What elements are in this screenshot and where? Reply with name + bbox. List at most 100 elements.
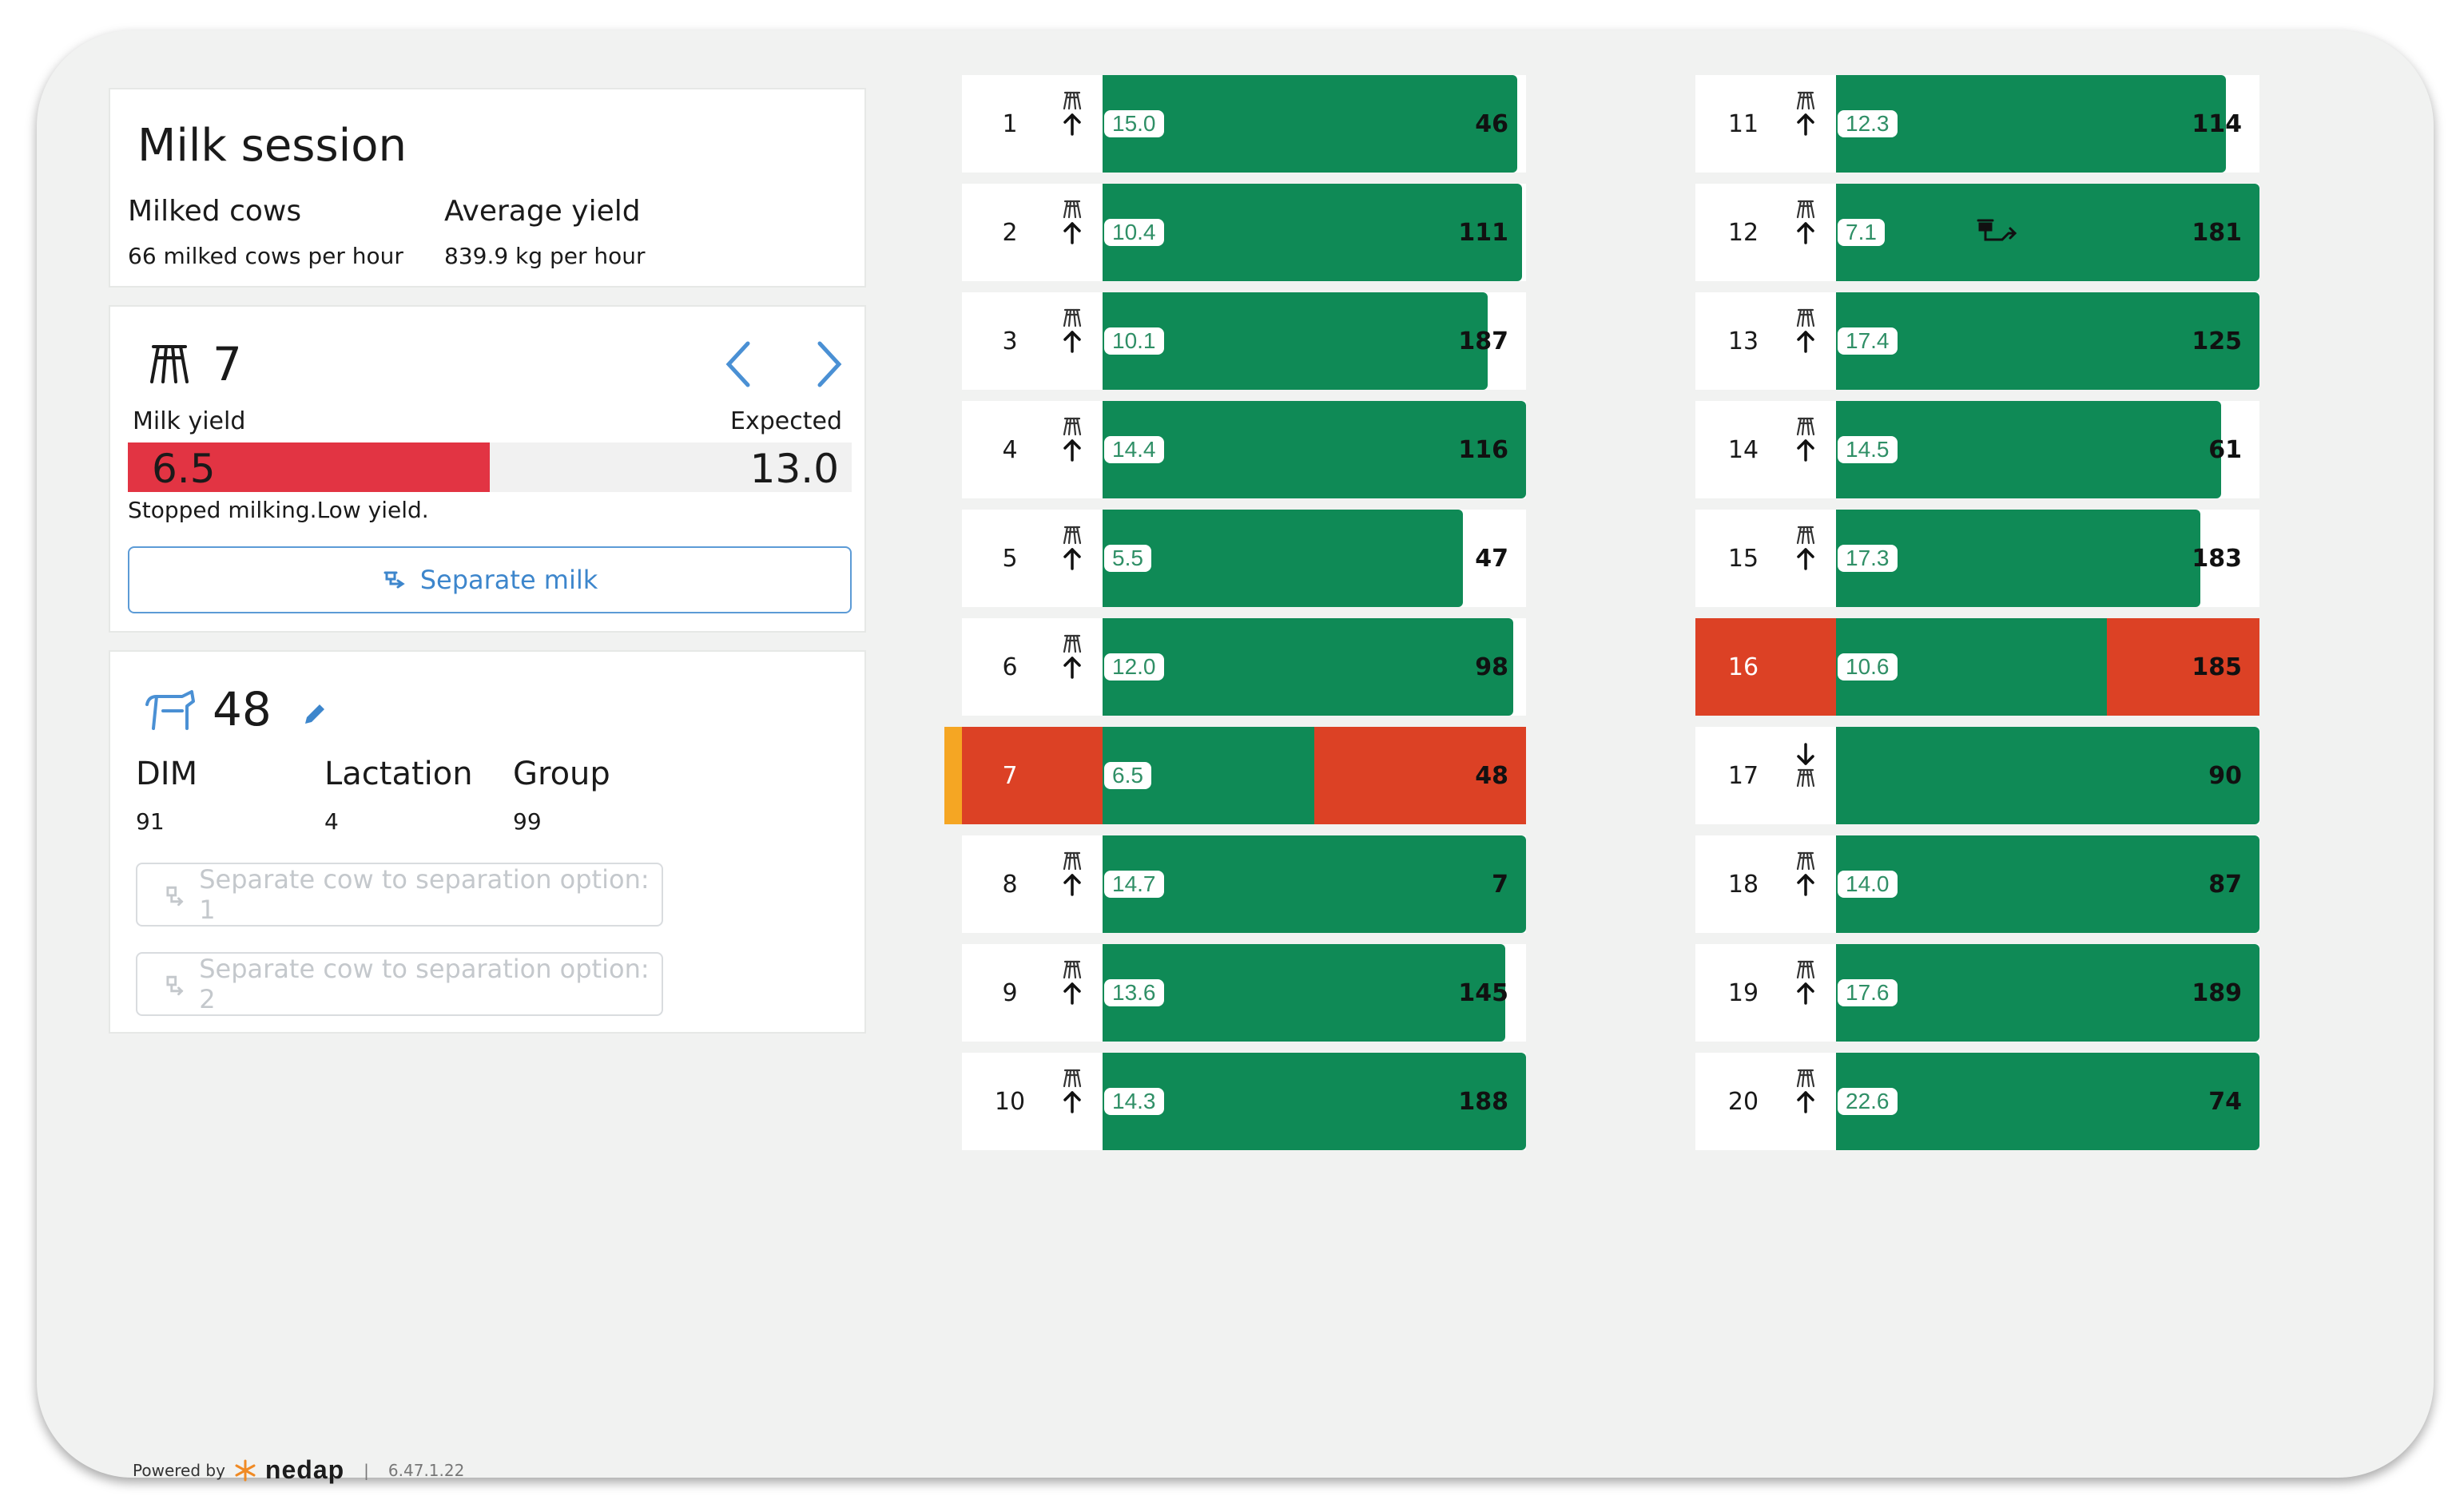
stall-yield-value: 7.1 <box>1838 219 1885 246</box>
stall-row[interactable]: 19 17.6 189 <box>1695 944 2259 1042</box>
stall-cow-number: 98 <box>1475 653 1508 681</box>
stall-row[interactable]: 12 7.1 181 <box>1695 184 2259 281</box>
stall-cow-number: 74 <box>2208 1088 2242 1116</box>
arrow-up-icon <box>1063 331 1081 353</box>
lactation-label: Lactation <box>324 756 473 792</box>
stall-number-box: 11 <box>1695 75 1836 173</box>
arrow-up-icon <box>1063 1091 1081 1113</box>
stall-row[interactable]: 8 14.7 7 <box>962 835 1526 933</box>
version-text: 6.47.1.22 <box>387 1460 465 1480</box>
stall-row[interactable]: 20 22.6 74 <box>1695 1053 2259 1150</box>
stall-number: 14 <box>1727 436 1759 464</box>
stall-row[interactable]: 5 5.5 47 <box>962 510 1526 607</box>
active-stall-marker <box>944 727 962 824</box>
stall-number: 7 <box>213 337 242 391</box>
stall-row[interactable]: 14 14.5 61 <box>1695 401 2259 498</box>
stall-yield-bar <box>1836 75 2226 173</box>
stall-yield-bar <box>1103 1053 1526 1150</box>
previous-stall-icon[interactable] <box>717 337 762 391</box>
milking-cluster-icon <box>1063 1069 1082 1088</box>
edit-pencil-icon[interactable] <box>300 700 329 728</box>
stall-number-box: 18 <box>1695 835 1836 933</box>
dim-label: DIM <box>136 756 198 792</box>
stall-number-box: 16 <box>1695 618 1836 716</box>
stall-number: 3 <box>1002 327 1018 355</box>
stall-cow-number: 183 <box>2192 545 2242 573</box>
stall-status-icons <box>1794 415 1830 486</box>
separate-milk-button[interactable]: Separate milk <box>128 546 852 613</box>
stall-number: 9 <box>1002 979 1018 1007</box>
stall-number: 4 <box>1002 436 1018 464</box>
stall-row[interactable]: 7 6.5 48 <box>944 727 1526 824</box>
stall-status-icons <box>1061 958 1096 1029</box>
stall-row[interactable]: 3 10.1 187 <box>962 292 1526 390</box>
stall-status-icons <box>1061 524 1096 594</box>
stall-row[interactable]: 11 12.3 114 <box>1695 75 2259 173</box>
stall-number: 11 <box>1727 110 1759 138</box>
stall-yield-value: 22.6 <box>1838 1088 1898 1115</box>
separate-milk-label: Separate milk <box>419 565 598 595</box>
stall-number-box: 14 <box>1695 401 1836 498</box>
arrow-up-icon <box>1797 222 1814 244</box>
stall-yield-bar <box>1103 944 1505 1042</box>
average-yield-value: 839.9 kg per hour <box>444 243 646 269</box>
stall-row[interactable]: 18 14.0 87 <box>1695 835 2259 933</box>
milking-cluster-icon <box>1796 308 1815 327</box>
stall-cow-number: 111 <box>1458 219 1508 247</box>
stall-yield-value: 14.0 <box>1838 871 1898 898</box>
stall-status-icons <box>1061 1067 1096 1137</box>
stall-number-box: 6 <box>962 618 1103 716</box>
stall-cow-number: 47 <box>1475 545 1508 573</box>
stall-row[interactable]: 15 17.3 183 <box>1695 510 2259 607</box>
stall-number: 17 <box>1727 762 1759 790</box>
stall-number-box: 13 <box>1695 292 1836 390</box>
stall-cow-number: 145 <box>1458 979 1508 1007</box>
brand-logo: nedap <box>264 1455 345 1484</box>
stall-detail-card: 7 Milk yield Expected 6.5 13.0 Stopped m… <box>109 305 866 633</box>
stall-yield-value: 12.3 <box>1838 110 1898 137</box>
stall-number: 16 <box>1727 653 1759 681</box>
arrow-up-icon <box>1063 548 1081 570</box>
milking-cluster-icon <box>1063 634 1082 653</box>
stall-number: 5 <box>1002 545 1018 573</box>
stall-row[interactable]: 16 10.6 185 <box>1695 618 2259 716</box>
stall-row[interactable]: 17 90 <box>1695 727 2259 824</box>
stall-row[interactable]: 6 12.0 98 <box>962 618 1526 716</box>
arrow-up-icon <box>1797 1091 1814 1113</box>
stall-status-icons <box>1794 89 1830 160</box>
stall-yield-value: 14.7 <box>1104 871 1164 898</box>
stall-status-icons <box>1794 741 1830 812</box>
stall-yield-value: 5.5 <box>1104 545 1151 572</box>
stall-yield-bar <box>1103 835 1526 933</box>
stall-yield-bar <box>1836 944 2259 1042</box>
stall-row[interactable]: 13 17.4 125 <box>1695 292 2259 390</box>
stall-yield-bar <box>1836 292 2259 390</box>
stall-cow-number: 187 <box>1458 327 1508 355</box>
stall-number-box: 5 <box>962 510 1103 607</box>
stall-row[interactable]: 10 14.3 188 <box>962 1053 1526 1150</box>
stall-yield-bar <box>1836 1053 2259 1150</box>
stall-yield-bar <box>1103 510 1463 607</box>
milking-cluster-icon <box>1063 200 1082 219</box>
separation-option-2-button[interactable]: Separate cow to separation option: 2 <box>136 952 663 1016</box>
separation-option-1-label: Separate cow to separation option: 1 <box>199 864 650 925</box>
cow-detail-card: 48 DIM 91 Lactation 4 Group 99 Separate … <box>109 650 866 1034</box>
stall-yield-bar <box>1103 184 1522 281</box>
milk-yield-fill <box>128 442 490 492</box>
separate-milk-icon <box>384 571 405 589</box>
milking-cluster-icon <box>1796 526 1815 545</box>
next-stall-icon[interactable] <box>805 337 850 391</box>
stall-row[interactable]: 9 13.6 145 <box>962 944 1526 1042</box>
stall-status-icons <box>1061 198 1096 268</box>
lactation-value: 4 <box>324 808 339 835</box>
stall-row[interactable]: 4 14.4 116 <box>962 401 1526 498</box>
stall-row[interactable]: 1 15.0 46 <box>962 75 1526 173</box>
stall-cow-number: 7 <box>1492 871 1508 899</box>
stall-cow-number: 125 <box>2192 327 2242 355</box>
separation-option-1-button[interactable]: Separate cow to separation option: 1 <box>136 863 663 927</box>
milking-cluster-icon <box>1796 851 1815 871</box>
stall-number-box: 3 <box>962 292 1103 390</box>
stall-number: 19 <box>1727 979 1759 1007</box>
stall-row[interactable]: 2 10.4 111 <box>962 184 1526 281</box>
milk-yield-value: 6.5 <box>152 446 216 492</box>
